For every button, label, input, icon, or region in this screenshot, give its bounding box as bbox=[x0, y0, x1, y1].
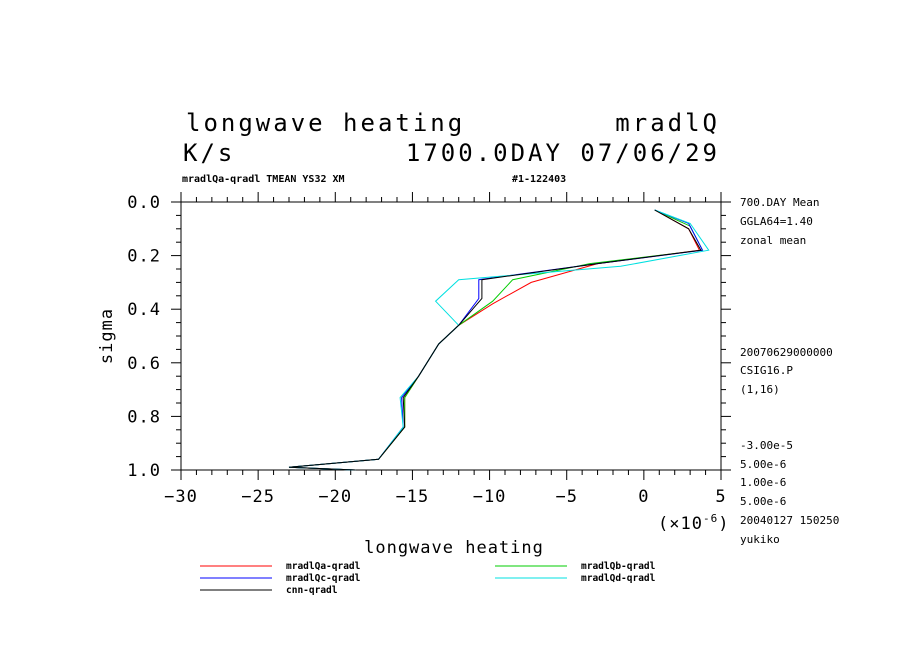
legend-label: mradlQc-qradl bbox=[286, 573, 361, 584]
series-layer bbox=[288, 209, 710, 471]
x-scale-close: ) bbox=[718, 514, 729, 534]
x-scale-exponent: -6 bbox=[703, 512, 718, 525]
side-info-bot-0: -3.00e-5 bbox=[740, 439, 793, 452]
side-info-bot-5: yukiko bbox=[740, 533, 780, 546]
y-tick-label: 0.2 bbox=[127, 247, 161, 267]
subtitle: mradlQa-qradl TMEAN YS32 XM bbox=[182, 174, 345, 185]
x-tick-label: −25 bbox=[241, 487, 275, 507]
side-info-top-0: 700.DAY Mean bbox=[740, 196, 819, 209]
side-info-top-1: GGLA64=1.40 bbox=[740, 215, 813, 228]
x-tick-label: 5 bbox=[715, 487, 726, 507]
series-line-mradlQc-qradl bbox=[288, 209, 704, 471]
x-tick-label: −5 bbox=[555, 487, 577, 507]
side-info-bot-1: 5.00e-6 bbox=[740, 458, 786, 471]
units-label: K/s bbox=[183, 139, 235, 167]
legend-label: cnn-qradl bbox=[286, 585, 338, 596]
series-line-cnn-qradl bbox=[288, 209, 702, 471]
series-line-mradlQd-qradl bbox=[288, 209, 710, 471]
x-axis: −30 −25 −20 −15 −10 −5 0 5 bbox=[164, 192, 726, 507]
side-info-mid-1: CSIG16.P bbox=[740, 364, 793, 377]
series-line-mradlQb-qradl bbox=[288, 209, 704, 471]
y-axis: 0.0 0.2 0.4 0.6 0.8 1.0 bbox=[127, 193, 731, 481]
side-info-bot-3: 5.00e-6 bbox=[740, 495, 786, 508]
title-left: longwave heating bbox=[186, 109, 465, 137]
title-right: mradlQ bbox=[615, 109, 720, 137]
x-tick-label: −20 bbox=[318, 487, 352, 507]
y-tick-label: 0.6 bbox=[127, 354, 161, 374]
x-axis-label: longwave heating bbox=[364, 538, 544, 558]
y-tick-label: 0.8 bbox=[127, 407, 161, 427]
legend: mradlQa-qradl mradlQb-qradl mradlQc-qradl m… bbox=[200, 561, 656, 596]
y-tick-label: 1.0 bbox=[127, 461, 161, 481]
x-tick-label: −30 bbox=[164, 487, 198, 507]
x-scale-note: (×10-6) bbox=[658, 512, 729, 534]
side-info-bot-4: 20040127 150250 bbox=[740, 514, 839, 527]
y-tick-label: 0.0 bbox=[127, 193, 161, 213]
side-info-mid-0: 20070629000000 bbox=[740, 346, 833, 359]
plot-frame bbox=[180, 201, 722, 471]
series-line-mradlQa-qradl bbox=[288, 209, 701, 471]
y-axis-label: sigma bbox=[97, 308, 117, 364]
x-tick-label: 0 bbox=[638, 487, 649, 507]
x-scale-prefix: (×10 bbox=[658, 514, 703, 534]
legend-label: mradlQa-qradl bbox=[286, 561, 361, 572]
time-label: 1700.0DAY 07/06/29 bbox=[406, 139, 720, 167]
side-info-bot-2: 1.00e-6 bbox=[740, 476, 786, 489]
x-tick-label: −15 bbox=[396, 487, 430, 507]
y-tick-label: 0.4 bbox=[127, 300, 161, 320]
legend-label: mradlQb-qradl bbox=[581, 561, 656, 572]
legend-label: mradlQd-qradl bbox=[581, 573, 656, 584]
side-info-top-2: zonal mean bbox=[740, 234, 806, 247]
side-info-mid-2: (1,16) bbox=[740, 383, 780, 396]
run-id: #1-122403 bbox=[512, 174, 566, 185]
x-tick-label: −10 bbox=[473, 487, 507, 507]
